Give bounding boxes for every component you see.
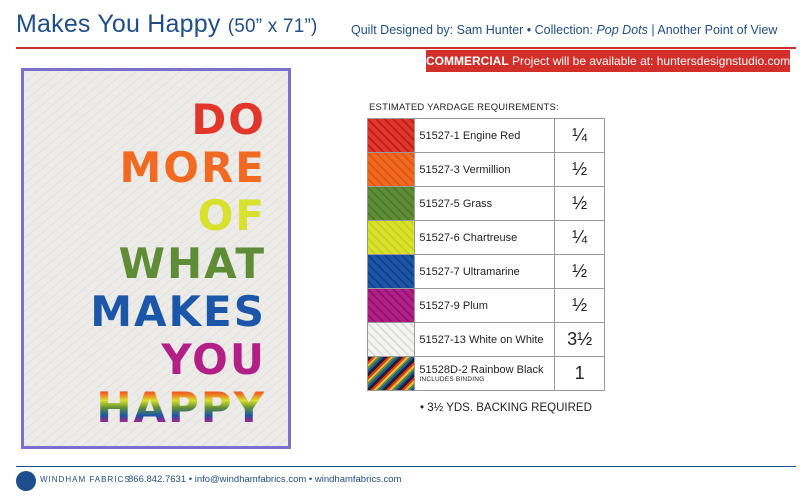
header-divider: [16, 47, 796, 49]
quilt-word: MORE: [119, 143, 266, 192]
commercial-text: Project will be available at: huntersdes…: [508, 54, 791, 68]
quilt-word: DO: [191, 95, 266, 144]
yardage-row: 51527-5 Grass ½: [366, 186, 605, 221]
fabric-quantity: ½: [554, 186, 605, 221]
fabric-quantity: 3½: [554, 322, 605, 357]
fabric-swatch: [368, 153, 415, 186]
page-title: Makes You Happy (50” x 71”): [16, 10, 318, 39]
fabric-swatch: [368, 255, 415, 288]
collection-name: Pop Dots: [596, 23, 648, 37]
fabric-swatch: [368, 187, 415, 220]
yardage-table-body: 51527-1 Engine Red ¼ 51527-3 Vermillion ½ 51…: [366, 118, 605, 391]
footer: WINDHAM FABRICS 866.842.7631 • info@wind…: [16, 466, 796, 492]
fabric-swatch-cell: [366, 356, 416, 391]
fabric-swatch-cell: [366, 186, 416, 221]
credit-prefix: Quilt Designed by: Sam Hunter • Collecti…: [351, 23, 597, 37]
fabric-name: 51528D-2 Rainbow Black INCLUDES BINDING: [414, 356, 556, 391]
fabric-swatch: [368, 119, 415, 152]
quilt-word: YOU: [161, 335, 266, 384]
fabric-swatch-cell: [366, 254, 416, 289]
yardage-table: 51527-1 Engine Red ¼ 51527-3 Vermillion ½ 51…: [366, 118, 605, 391]
fabric-name: 51527-7 Ultramarine: [414, 254, 556, 289]
fabric-quantity: 1: [554, 356, 605, 391]
backing-requirement: • 3½ YDS. BACKING REQUIRED: [420, 402, 592, 414]
windham-logo-icon: [16, 471, 36, 491]
yardage-row: 51527-6 Chartreuse ¼: [366, 220, 605, 255]
fabric-name: 51527-5 Grass: [414, 186, 556, 221]
fabric-swatch: [368, 357, 415, 390]
fabric-note: INCLUDES BINDING: [419, 376, 485, 383]
windham-logo-text: WINDHAM FABRICS: [40, 475, 131, 484]
yardage-row: 51528D-2 Rainbow Black INCLUDES BINDING 1: [366, 356, 605, 391]
yardage-row: 51527-13 White on White 3½: [366, 322, 605, 357]
yardage-row: 51527-9 Plum ½: [366, 288, 605, 323]
commercial-label: COMMERCIAL: [426, 54, 509, 68]
fabric-swatch: [368, 221, 415, 254]
quilt-image: DO MORE OF WHAT MAKES YOU HAPPY: [21, 68, 291, 449]
fabric-quantity: ¼: [554, 220, 605, 255]
fabric-swatch: [368, 289, 415, 322]
fabric-quantity: ½: [554, 152, 605, 187]
commercial-banner: COMMERCIAL Project will be available at:…: [426, 50, 790, 72]
credit-suffix: | Another Point of View: [647, 23, 778, 37]
fabric-name: 51527-1 Engine Red: [414, 118, 556, 153]
fabric-swatch-cell: [366, 118, 416, 153]
fabric-quantity: ½: [554, 254, 605, 289]
yardage-row: 51527-7 Ultramarine ½: [366, 254, 605, 289]
fabric-quantity: ¼: [554, 118, 605, 153]
yardage-title: ESTIMATED YARDAGE REQUIREMENTS:: [369, 102, 559, 113]
yardage-row: 51527-1 Engine Red ¼: [366, 118, 605, 153]
fabric-name: 51527-9 Plum: [414, 288, 556, 323]
quilt-word: WHAT: [118, 239, 266, 288]
quilt-word: MAKES: [90, 287, 266, 336]
quilt-dimensions: (50” x 71”): [227, 16, 318, 37]
fabric-name-text: 51528D-2 Rainbow Black: [419, 364, 544, 376]
fabric-swatch-cell: [366, 288, 416, 323]
footer-divider: [16, 466, 796, 467]
fabric-swatch: [368, 323, 415, 356]
fabric-swatch-cell: [366, 322, 416, 357]
fabric-swatch-cell: [366, 220, 416, 255]
fabric-name: 51527-6 Chartreuse: [414, 220, 556, 255]
fabric-name: 51527-13 White on White: [414, 322, 556, 357]
contact-info: 866.842.7631 • info@windhamfabrics.com •…: [128, 474, 402, 485]
quilt-word: HAPPY: [96, 383, 266, 432]
header: Makes You Happy (50” x 71”) Quilt Design…: [16, 10, 796, 44]
title-text: Makes You Happy: [16, 10, 221, 38]
fabric-quantity: ½: [554, 288, 605, 323]
designer-credit: Quilt Designed by: Sam Hunter • Collecti…: [351, 23, 777, 37]
fabric-name: 51527-3 Vermillion: [414, 152, 556, 187]
fabric-swatch-cell: [366, 152, 416, 187]
yardage-row: 51527-3 Vermillion ½: [366, 152, 605, 187]
quilt-word: OF: [197, 191, 266, 240]
quilt-background: [24, 71, 288, 446]
